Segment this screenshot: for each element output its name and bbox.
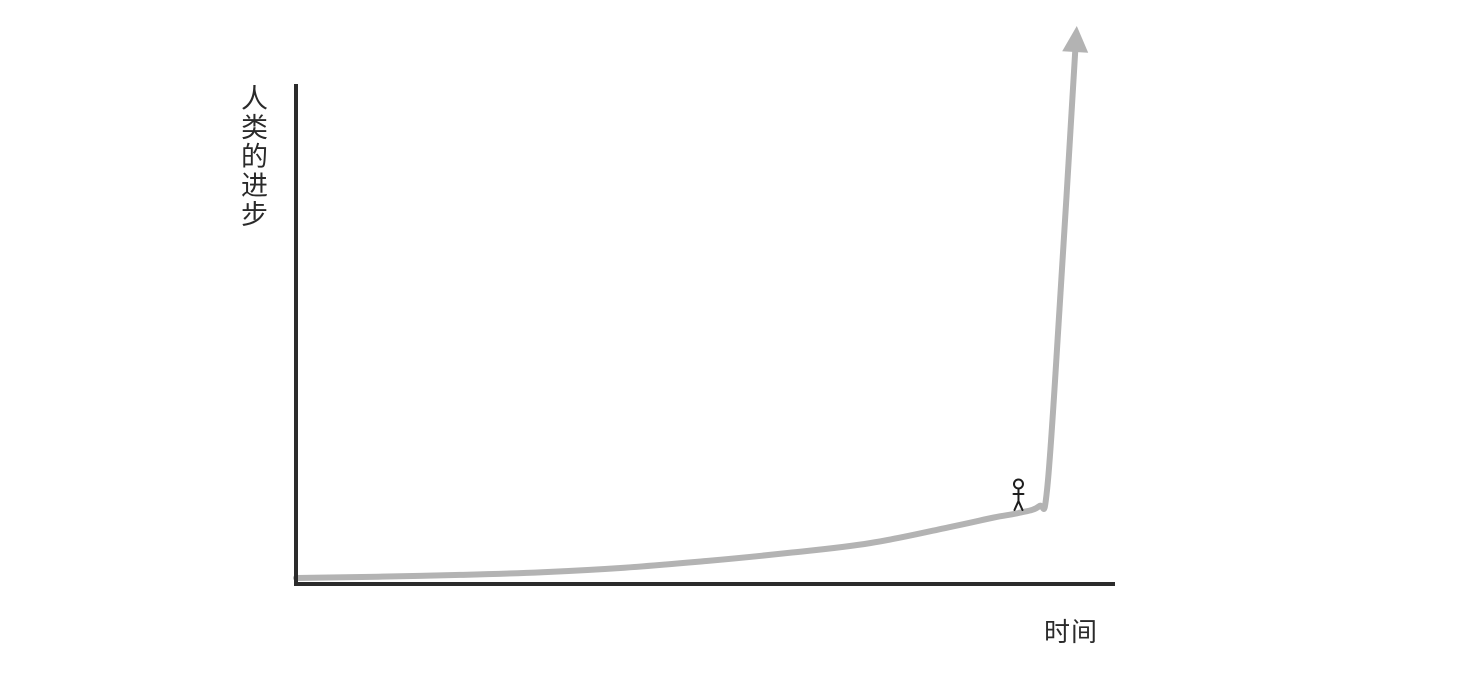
person-icon (1012, 478, 1025, 511)
arrowhead-icon (1062, 26, 1089, 53)
x-axis-label: 时间 (1044, 618, 1099, 648)
series-line-progress (293, 37, 1079, 581)
y-axis-label: 人类的进步 (236, 84, 267, 229)
